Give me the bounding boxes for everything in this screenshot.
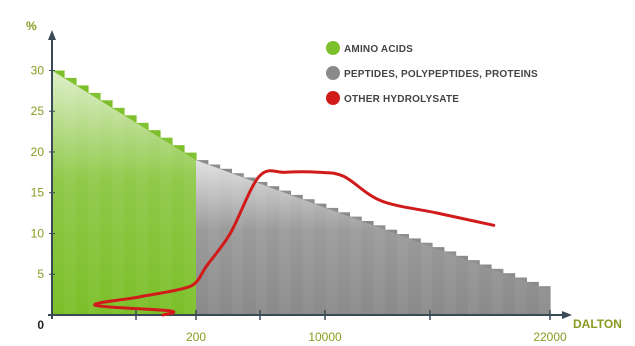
y-tick-label: 5	[37, 267, 44, 281]
area-series-1	[196, 160, 551, 315]
legend-swatch	[326, 66, 340, 80]
hydrolysate-line	[93, 169, 496, 317]
y-tick-label: 25	[31, 104, 45, 118]
x-tick-label: 22000	[533, 330, 567, 344]
x-unit-label: DALTON	[573, 317, 622, 331]
y-tick-label: 10	[31, 226, 45, 240]
legend-label: OTHER HYDROLYSATE	[344, 94, 459, 105]
area-fills	[52, 70, 551, 316]
area-fade	[196, 160, 550, 315]
legend-swatch	[326, 41, 340, 55]
x-tick-label: 10000	[308, 330, 342, 344]
y-tick-label: 20	[31, 145, 45, 159]
tick-labels: 0 5 10 15 20 25 30 200 10000 22000% DALTON	[26, 19, 622, 344]
x-axis-arrow	[562, 311, 572, 319]
x-tick-label: 200	[186, 330, 206, 344]
y-tick-label: 0	[37, 318, 44, 332]
y-axis-arrow	[48, 30, 56, 40]
legend-label: PEPTIDES, POLYPEPTIDES, PROTEINS	[344, 69, 538, 80]
legend: AMINO ACIDS PEPTIDES, POLYPEPTIDES, PROTE…	[326, 41, 538, 105]
legend-label: AMINO ACIDS	[344, 44, 413, 55]
axes	[48, 30, 572, 320]
line-series	[93, 169, 496, 317]
legend-swatch	[326, 91, 340, 105]
y-tick-label: 15	[31, 186, 45, 200]
y-unit-label: %	[26, 19, 37, 33]
y-tick-label: 30	[31, 63, 45, 77]
area-fade	[52, 70, 196, 315]
area-series-0	[52, 70, 197, 316]
